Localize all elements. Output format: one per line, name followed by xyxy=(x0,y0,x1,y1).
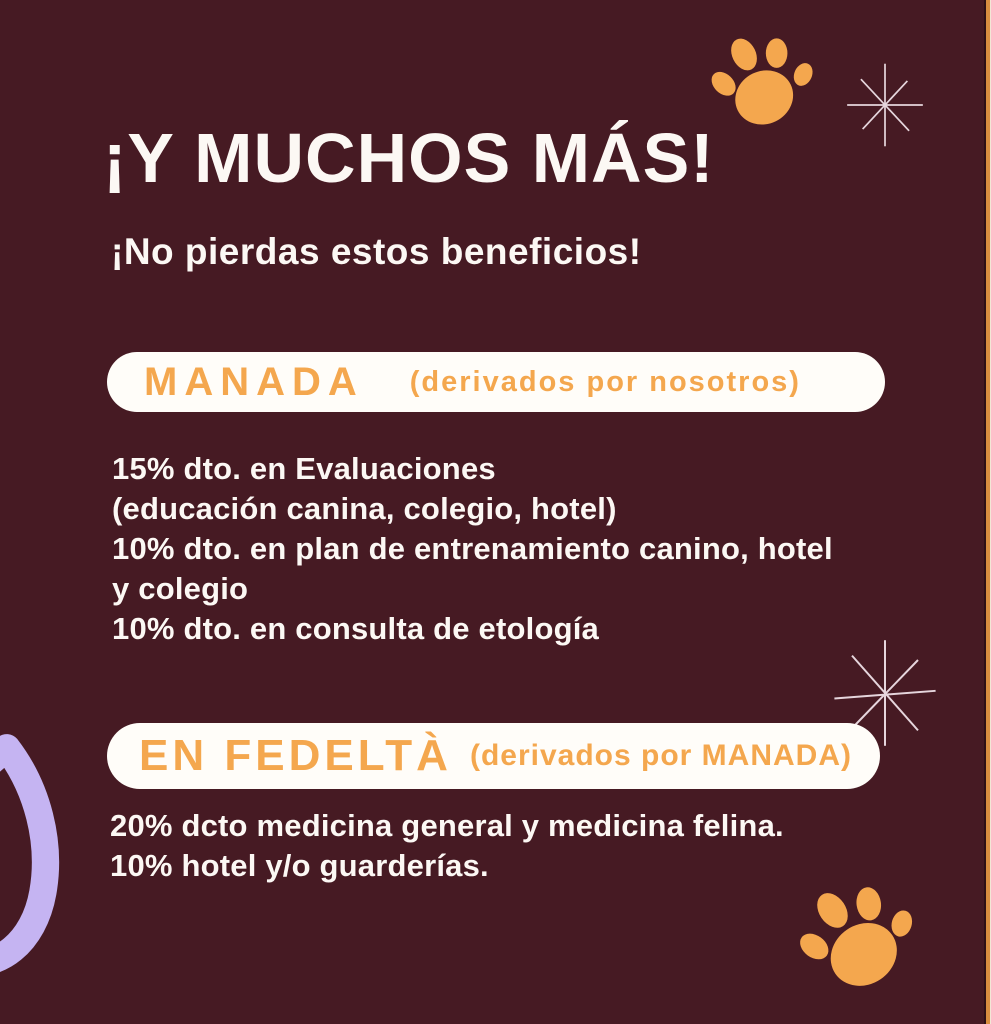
benefit-line: (educación canina, colegio, hotel) xyxy=(112,491,617,526)
page-subtitle: ¡No pierdas estos beneficios! xyxy=(111,231,642,272)
section-manada-title: MANADA xyxy=(144,359,364,404)
benefit-line: 20% dcto medicina general y medicina fel… xyxy=(110,808,784,843)
right-edge-stripe xyxy=(984,0,986,1024)
ring-shape xyxy=(0,734,60,977)
section-manada-note: (derivados por nosotros) xyxy=(409,365,801,398)
right-edge-stripe xyxy=(986,0,990,1024)
benefit-line: 10% hotel y/o guarderías. xyxy=(110,848,489,883)
benefit-line: 10% dto. en consulta de etología xyxy=(112,611,599,646)
page-title: ¡Y MUCHOS MÁS! xyxy=(103,119,715,197)
benefit-line: y colegio xyxy=(112,571,249,606)
section-manada-pill: MANADA (derivados por nosotros) xyxy=(107,352,885,412)
section-fedelta-title: EN FEDELTÀ xyxy=(139,731,452,780)
sparkle-icon xyxy=(847,63,923,147)
benefit-line: 15% dto. en Evaluaciones xyxy=(112,451,496,486)
fedelta-benefits-list: 20% dcto medicina general y medicina fel… xyxy=(110,806,784,886)
section-fedelta-pill: EN FEDELTÀ (derivados por MANADA) xyxy=(107,723,880,789)
paw-icon xyxy=(800,887,913,986)
paw-icon xyxy=(711,38,813,125)
manada-benefits-list: 15% dto. en Evaluaciones (educación cani… xyxy=(112,449,833,649)
section-fedelta-note: (derivados por MANADA) xyxy=(469,739,852,772)
benefit-line: 10% dto. en plan de entrenamiento canino… xyxy=(112,531,833,566)
